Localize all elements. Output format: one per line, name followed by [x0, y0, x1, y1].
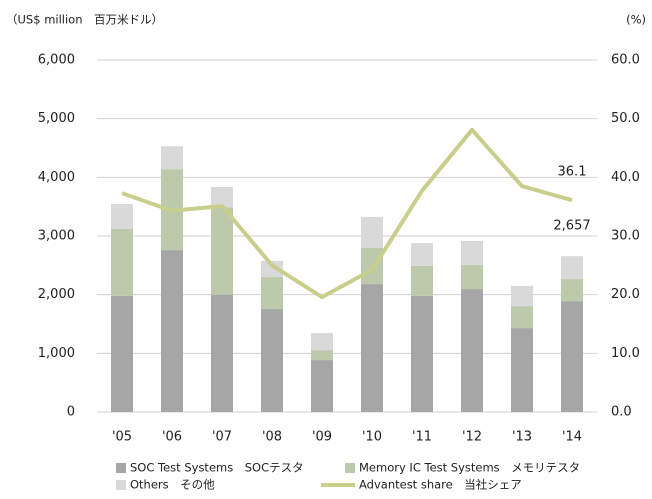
- y2-tick-label: 10.0: [611, 346, 640, 361]
- bar-segment: [211, 187, 233, 208]
- bar-segment: [461, 289, 483, 412]
- y2-tick-label: 30.0: [611, 229, 640, 244]
- x-tick-label: '07: [212, 430, 232, 445]
- bar-segment: [411, 295, 433, 412]
- bar-segment: [411, 265, 433, 296]
- data-label: 36.1: [558, 165, 587, 180]
- legend-label: Memory IC Test Systems メモリテスタ: [359, 461, 580, 475]
- x-tick-label: '06: [162, 430, 182, 445]
- x-tick-label: '05: [112, 430, 132, 445]
- legend-swatch: [116, 480, 126, 490]
- y2-tick-label: 60.0: [611, 53, 640, 68]
- bar-segment: [511, 306, 533, 329]
- bar-segment: [311, 333, 333, 351]
- bar-segment: [561, 256, 583, 280]
- x-tick-label: '14: [562, 430, 582, 445]
- y-tick-label: 2,000: [38, 287, 75, 302]
- y-tick-label: 3,000: [38, 229, 75, 244]
- x-tick-label: '10: [362, 430, 382, 445]
- bar-segment: [461, 265, 483, 290]
- legend-label: Others その他: [130, 478, 215, 492]
- bar-segment: [261, 309, 283, 412]
- bar-segment: [461, 240, 483, 266]
- bar-segment: [311, 350, 333, 361]
- x-tick-label: '08: [262, 430, 282, 445]
- y2-axis-label: (%): [626, 13, 646, 27]
- bar-segment: [161, 250, 183, 412]
- bar-segment: [211, 207, 233, 295]
- x-tick-label: '12: [462, 430, 482, 445]
- y2-tick-label: 20.0: [611, 287, 640, 302]
- bar-segment: [111, 295, 133, 412]
- y-tick-label: 5,000: [38, 111, 75, 126]
- bar-segment: [561, 279, 583, 302]
- bar-segment: [561, 301, 583, 412]
- bar-segment: [411, 243, 433, 266]
- legend-swatch: [345, 463, 355, 473]
- bar-segment: [511, 285, 533, 307]
- bar-segment: [361, 216, 383, 249]
- bar-segment: [311, 360, 333, 412]
- y-tick-label: 0: [67, 405, 75, 420]
- y-axis-label: （US$ million 百万米ドル）: [6, 13, 163, 27]
- x-tick-label: '09: [312, 430, 332, 445]
- bar-segment: [261, 277, 283, 310]
- annotation: 2,657: [553, 219, 590, 234]
- share-line: [121, 127, 573, 300]
- bar-segment: [361, 248, 383, 285]
- bar-segment: [111, 204, 133, 229]
- bar-segment: [361, 284, 383, 412]
- y2-tick-label: 50.0: [611, 111, 640, 126]
- bar-segment: [161, 146, 183, 170]
- y-tick-label: 4,000: [38, 170, 75, 185]
- x-tick-label: '13: [512, 430, 532, 445]
- x-tick-label: '11: [412, 430, 432, 445]
- bar-segment: [511, 328, 533, 412]
- bar-segment: [261, 260, 283, 278]
- bar-segment: [211, 294, 233, 412]
- y-tick-label: 6,000: [38, 53, 75, 68]
- y-tick-label: 1,000: [38, 346, 75, 361]
- bar-segment: [111, 228, 133, 296]
- y2-tick-label: 40.0: [611, 170, 640, 185]
- y2-tick-label: 0.0: [611, 405, 632, 420]
- legend-label: Advantest share 当社シェア: [359, 478, 522, 492]
- legend-swatch: [116, 463, 126, 473]
- legend-label: SOC Test Systems SOCテスタ: [130, 461, 304, 475]
